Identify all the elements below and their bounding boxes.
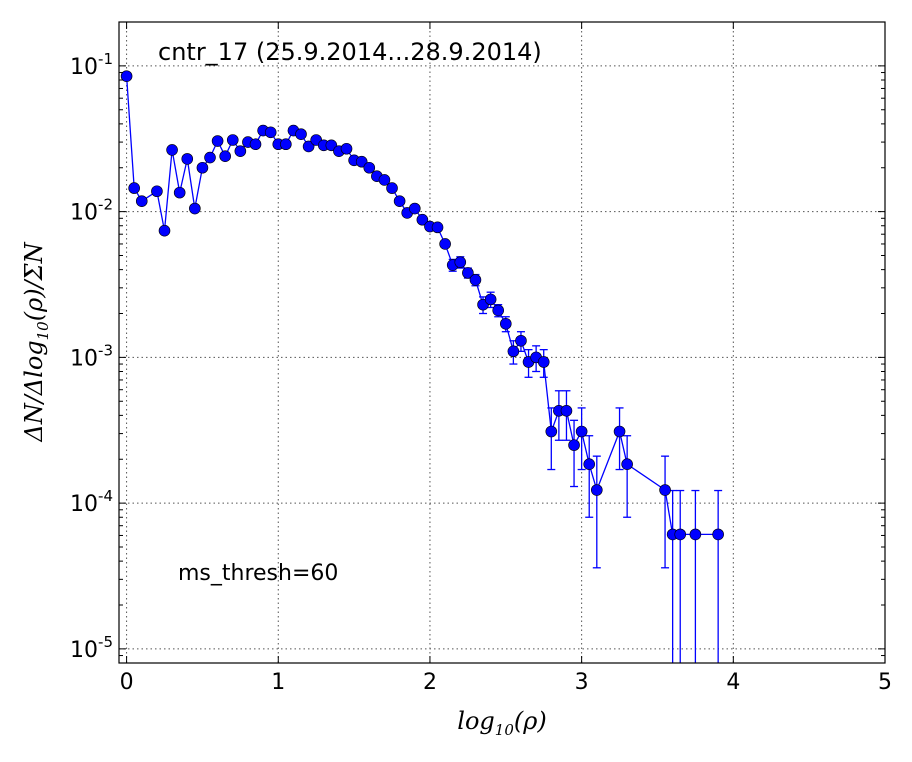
data-point bbox=[151, 185, 163, 198]
data-point bbox=[712, 528, 724, 541]
data-point bbox=[621, 458, 633, 470]
data-point bbox=[204, 151, 216, 164]
plot-area bbox=[119, 22, 885, 663]
data-point bbox=[173, 186, 186, 199]
data-point bbox=[181, 153, 194, 165]
x-tick-label: 2 bbox=[423, 670, 437, 695]
data-point bbox=[575, 425, 588, 438]
data-point bbox=[499, 317, 512, 330]
y-tick-label: 10-1 bbox=[70, 50, 113, 80]
data-point bbox=[211, 135, 224, 147]
data-point bbox=[591, 484, 603, 496]
data-point bbox=[408, 202, 421, 215]
data-point bbox=[219, 150, 231, 163]
data-point bbox=[484, 293, 497, 306]
data-point bbox=[469, 274, 482, 286]
x-tick-label: 0 bbox=[120, 670, 134, 695]
x-tick-label: 1 bbox=[271, 670, 285, 695]
y-tick-label: 10-2 bbox=[70, 196, 113, 226]
data-point bbox=[507, 345, 520, 358]
data-point bbox=[568, 439, 580, 451]
data-point bbox=[226, 134, 239, 146]
x-axis-label: log10(ρ) bbox=[457, 707, 546, 739]
data-point bbox=[120, 70, 133, 82]
y-axis-label: ΔN/Δlog10(ρ)/ΣN bbox=[20, 241, 52, 442]
data-point bbox=[158, 224, 171, 237]
data-point bbox=[431, 221, 444, 234]
x-tick-label: 3 bbox=[575, 670, 589, 695]
y-tick-label: 10-3 bbox=[70, 341, 113, 371]
data-point bbox=[416, 213, 429, 226]
data-point bbox=[583, 458, 596, 470]
data-point bbox=[264, 126, 277, 139]
x-tick-label: 4 bbox=[726, 670, 740, 695]
data-point bbox=[196, 161, 209, 174]
data-point bbox=[537, 356, 550, 368]
data-point bbox=[234, 145, 247, 157]
data-point bbox=[166, 144, 178, 156]
data-point bbox=[613, 425, 626, 438]
data-point bbox=[355, 155, 368, 168]
chart-title: cntr_17 (25.9.2014...28.9.2014) bbox=[158, 38, 542, 66]
data-point bbox=[492, 304, 505, 317]
data-series bbox=[120, 70, 724, 663]
data-point bbox=[378, 174, 391, 186]
data-point bbox=[393, 195, 406, 207]
y-tick-label: 10-4 bbox=[70, 487, 113, 517]
threshold-annotation: ms_thresh=60 bbox=[178, 561, 338, 586]
data-point bbox=[386, 182, 398, 194]
data-point bbox=[462, 267, 474, 279]
axis-ticks: 0 1 2 3 4 5 10-5 10-4 10-3 10-2 10-1 bbox=[70, 21, 892, 695]
data-point bbox=[545, 425, 558, 438]
y-tick-label: 10-5 bbox=[70, 633, 113, 663]
data-point bbox=[454, 256, 467, 268]
data-point bbox=[515, 334, 527, 347]
plot-frame bbox=[118, 21, 886, 664]
data-point bbox=[340, 142, 353, 155]
data-point bbox=[135, 195, 148, 207]
data-point bbox=[659, 484, 671, 496]
data-point bbox=[674, 528, 687, 541]
data-point bbox=[363, 161, 376, 174]
data-point bbox=[439, 238, 451, 250]
data-point bbox=[295, 128, 307, 140]
data-point bbox=[560, 404, 573, 417]
data-point bbox=[249, 138, 262, 151]
data-point bbox=[302, 140, 315, 153]
data-point bbox=[189, 202, 201, 215]
x-tick-label: 5 bbox=[878, 670, 892, 695]
data-point bbox=[128, 182, 140, 194]
data-point bbox=[689, 528, 702, 541]
data-point bbox=[280, 138, 292, 151]
